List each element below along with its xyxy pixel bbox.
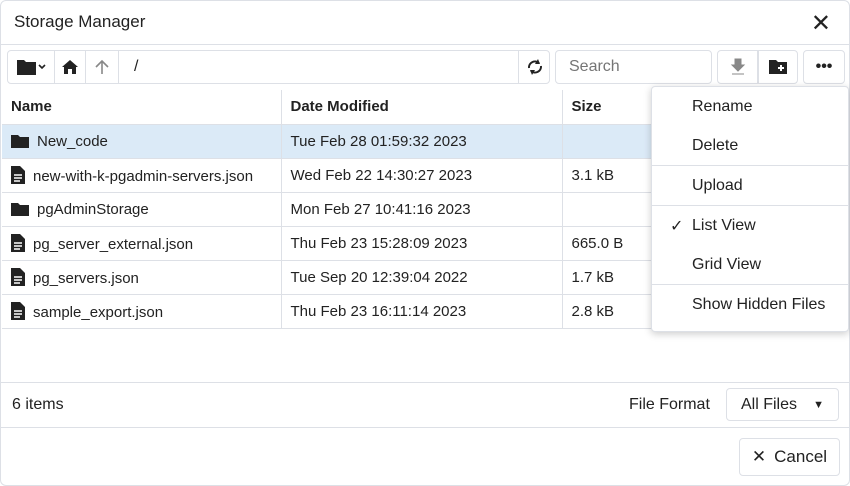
cell-name[interactable]: pg_servers.json xyxy=(2,260,282,295)
home-button[interactable] xyxy=(55,51,86,83)
close-icon[interactable]: ✕ xyxy=(810,10,831,37)
arrow-up-icon xyxy=(95,59,109,74)
cell-date: Tue Sep 20 12:39:04 2022 xyxy=(281,260,563,295)
dialog-title: Storage Manager xyxy=(14,12,146,31)
file-icon xyxy=(11,165,25,184)
menu-item-rename[interactable]: Rename xyxy=(692,97,753,115)
divider xyxy=(1,44,849,45)
path-input[interactable]: / xyxy=(134,58,139,75)
new-folder-icon xyxy=(769,60,787,74)
menu-divider xyxy=(652,205,848,206)
folder-dropdown-button[interactable] xyxy=(8,51,55,83)
menu-item-upload[interactable]: Upload xyxy=(692,176,743,194)
file-format-select[interactable]: All Files ▼ xyxy=(726,388,839,421)
file-name: sample_export.json xyxy=(33,303,164,321)
cell-date: Tue Feb 28 01:59:32 2023 xyxy=(281,124,563,159)
menu-item-list-view[interactable]: ✓ List View xyxy=(652,206,848,245)
path-bar: / xyxy=(7,50,550,84)
cell-date: Thu Feb 23 15:28:09 2023 xyxy=(281,226,563,261)
more-options-menu: Rename Delete Upload ✓ List View Grid Vie… xyxy=(651,86,849,332)
up-button[interactable] xyxy=(86,51,119,83)
file-name: pg_server_external.json xyxy=(33,235,194,253)
file-name: pgAdminStorage xyxy=(37,200,149,218)
cell-name[interactable]: new-with-k-pgadmin-servers.json xyxy=(2,158,282,193)
cell-name[interactable]: pgAdminStorage xyxy=(2,192,282,227)
column-header-date[interactable]: Date Modified xyxy=(281,90,563,125)
cancel-button[interactable]: ✕ Cancel xyxy=(739,438,840,476)
folder-icon xyxy=(11,134,29,148)
cell-name[interactable]: New_code xyxy=(2,124,282,159)
file-name: New_code xyxy=(37,132,108,150)
file-icon xyxy=(11,233,25,252)
menu-item-grid-view[interactable]: Grid View xyxy=(692,255,762,273)
menu-divider xyxy=(652,165,848,166)
check-icon: ✓ xyxy=(670,217,684,235)
caret-down-icon: ▼ xyxy=(813,398,824,411)
search-input[interactable] xyxy=(555,50,712,84)
folder-icon xyxy=(17,60,46,75)
more-icon: ••• xyxy=(815,58,833,75)
new-folder-button[interactable] xyxy=(758,50,798,84)
more-options-button[interactable]: ••• xyxy=(803,50,845,84)
menu-item-label: List View xyxy=(692,216,756,234)
file-format-label: File Format xyxy=(629,396,710,413)
divider xyxy=(1,382,849,383)
menu-item-delete[interactable]: Delete xyxy=(692,136,739,154)
menu-divider xyxy=(652,284,848,285)
menu-item-show-hidden-files[interactable]: Show Hidden Files xyxy=(692,295,826,313)
divider xyxy=(1,427,849,428)
cell-name[interactable]: sample_export.json xyxy=(2,294,282,329)
file-name: new-with-k-pgadmin-servers.json xyxy=(33,167,254,185)
cell-date: Thu Feb 23 16:11:14 2023 xyxy=(281,294,563,329)
download-button[interactable] xyxy=(717,50,758,84)
refresh-icon xyxy=(527,59,542,75)
download-icon xyxy=(730,58,745,75)
cell-date: Wed Feb 22 14:30:27 2023 xyxy=(281,158,563,193)
cell-date: Mon Feb 27 10:41:16 2023 xyxy=(281,192,563,227)
file-format-value: All Files xyxy=(741,395,798,413)
file-icon xyxy=(11,267,25,286)
refresh-button[interactable] xyxy=(518,51,550,83)
home-icon xyxy=(62,60,78,74)
close-icon: ✕ xyxy=(751,447,767,466)
item-count: 6 items xyxy=(12,396,64,413)
file-name: pg_servers.json xyxy=(33,269,139,287)
file-icon xyxy=(11,301,25,320)
cancel-label: Cancel xyxy=(774,447,828,466)
cell-name[interactable]: pg_server_external.json xyxy=(2,226,282,261)
folder-icon xyxy=(11,202,29,216)
column-header-name[interactable]: Name xyxy=(2,90,282,125)
